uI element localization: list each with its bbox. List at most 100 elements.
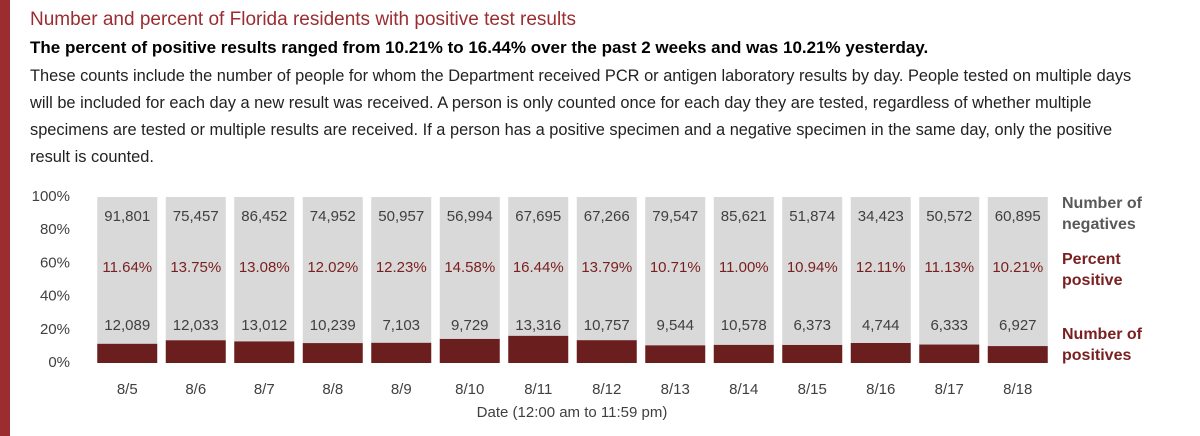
y-tick-label: 40% [40,288,70,305]
positives-label: 7,103 [382,317,420,334]
x-tick-label: 8/18 [1003,381,1032,398]
chart-subtitle: The percent of positive results ranged f… [30,38,929,57]
x-tick-label: 8/14 [729,381,758,398]
bar-segment [439,338,500,363]
bar-segment [850,342,911,363]
bar-segment [234,341,295,363]
x-tick-label: 8/5 [117,381,138,398]
bar-segment [302,343,363,363]
percent-label: 13.08% [239,259,290,276]
negatives-label: 67,266 [584,208,630,225]
negatives-label: 86,452 [241,208,287,225]
negatives-label: 85,621 [721,208,767,225]
negatives-label: 75,457 [173,208,219,225]
bar-segment [576,197,637,341]
x-tick-label: 8/16 [866,381,895,398]
negatives-label: 34,423 [858,208,904,225]
side-stripe [0,0,10,436]
x-tick-label: 8/10 [455,381,484,398]
y-tick-label: 20% [40,321,70,338]
bar-segment [919,197,980,345]
x-tick-label: 8/15 [798,381,827,398]
bar-segment [371,342,432,363]
positives-label: 6,927 [999,317,1037,334]
legend-negatives: Number of negatives [1062,195,1142,233]
positives-label: 4,744 [862,317,900,334]
percent-label: 12.11% [856,259,906,276]
bar-segment [508,197,569,336]
bar-segment [576,340,637,363]
bar-segment [165,197,226,341]
percent-label: 11.13% [924,259,974,276]
positives-label: 10,578 [721,317,767,334]
percent-label: 13.79% [581,259,632,276]
bar-segment [713,197,774,345]
positives-label: 12,033 [173,317,219,334]
bar-segment [645,345,706,363]
percent-label: 11.64% [102,259,152,276]
legend-percent: Percent positive [1062,251,1123,289]
bar-segment [987,197,1048,347]
positives-label: 12,089 [104,317,150,334]
positives-label: 13,316 [515,317,561,334]
positives-label: 6,373 [793,317,831,334]
negatives-label: 74,952 [310,208,356,225]
description: These counts include the number of peopl… [30,67,1132,166]
bar-segment [919,344,980,363]
y-tick-label: 100% [32,188,70,205]
bar-segment [782,344,843,363]
x-axis-label: Date (12:00 am to 11:59 pm) [477,404,668,421]
x-tick-label: 8/8 [322,381,343,398]
negatives-label: 79,547 [652,208,698,225]
negatives-label: 56,994 [447,208,493,225]
percent-label: 10.94% [787,259,838,276]
bar-segment [439,197,500,339]
x-tick-label: 8/17 [935,381,964,398]
bar-segment [371,197,432,343]
y-tick-label: 60% [40,254,70,271]
positives-label: 10,239 [310,317,356,334]
y-tick-label: 80% [40,221,70,238]
percent-label: 16.44% [513,259,564,276]
x-tick-label: 8/13 [661,381,690,398]
chart-title: Number and percent of Florida residents … [30,9,576,30]
negatives-label: 51,874 [789,208,835,225]
bar-segment [165,340,226,363]
negatives-label: 67,695 [515,208,561,225]
x-tick-label: 8/6 [185,381,206,398]
legend-positives: Number of positives [1062,326,1142,364]
bar-segment [234,197,295,342]
x-tick-label: 8/7 [254,381,275,398]
bar-segment [850,197,911,343]
positives-label: 13,012 [241,317,287,334]
x-tick-label: 8/9 [391,381,412,398]
percent-label: 12.23% [376,259,427,276]
x-tick-label: 8/12 [592,381,621,398]
bar-segment [97,197,158,344]
bar-segment [645,197,706,346]
bar-segment [987,346,1048,363]
bar-segment [97,343,158,363]
negatives-label: 91,801 [104,208,150,225]
positives-label: 9,729 [451,317,489,334]
negatives-label: 60,895 [995,208,1041,225]
x-tick-label: 8/11 [524,381,552,398]
bar-segment [508,335,569,363]
percent-label: 14.58% [444,259,495,276]
bar-segment [302,197,363,344]
negatives-label: 50,572 [926,208,972,225]
percent-label: 12.02% [307,259,358,276]
bar-segment [713,344,774,363]
positives-label: 6,333 [930,317,968,334]
positives-label: 9,544 [656,317,694,334]
percent-label: 11.00% [719,259,769,276]
positives-label: 10,757 [584,317,630,334]
percent-label: 10.21% [992,259,1043,276]
y-tick-label: 0% [48,354,70,371]
bar-segment [782,197,843,345]
negatives-label: 50,957 [378,208,424,225]
percent-label: 13.75% [170,259,221,276]
percent-label: 10.71% [650,259,701,276]
